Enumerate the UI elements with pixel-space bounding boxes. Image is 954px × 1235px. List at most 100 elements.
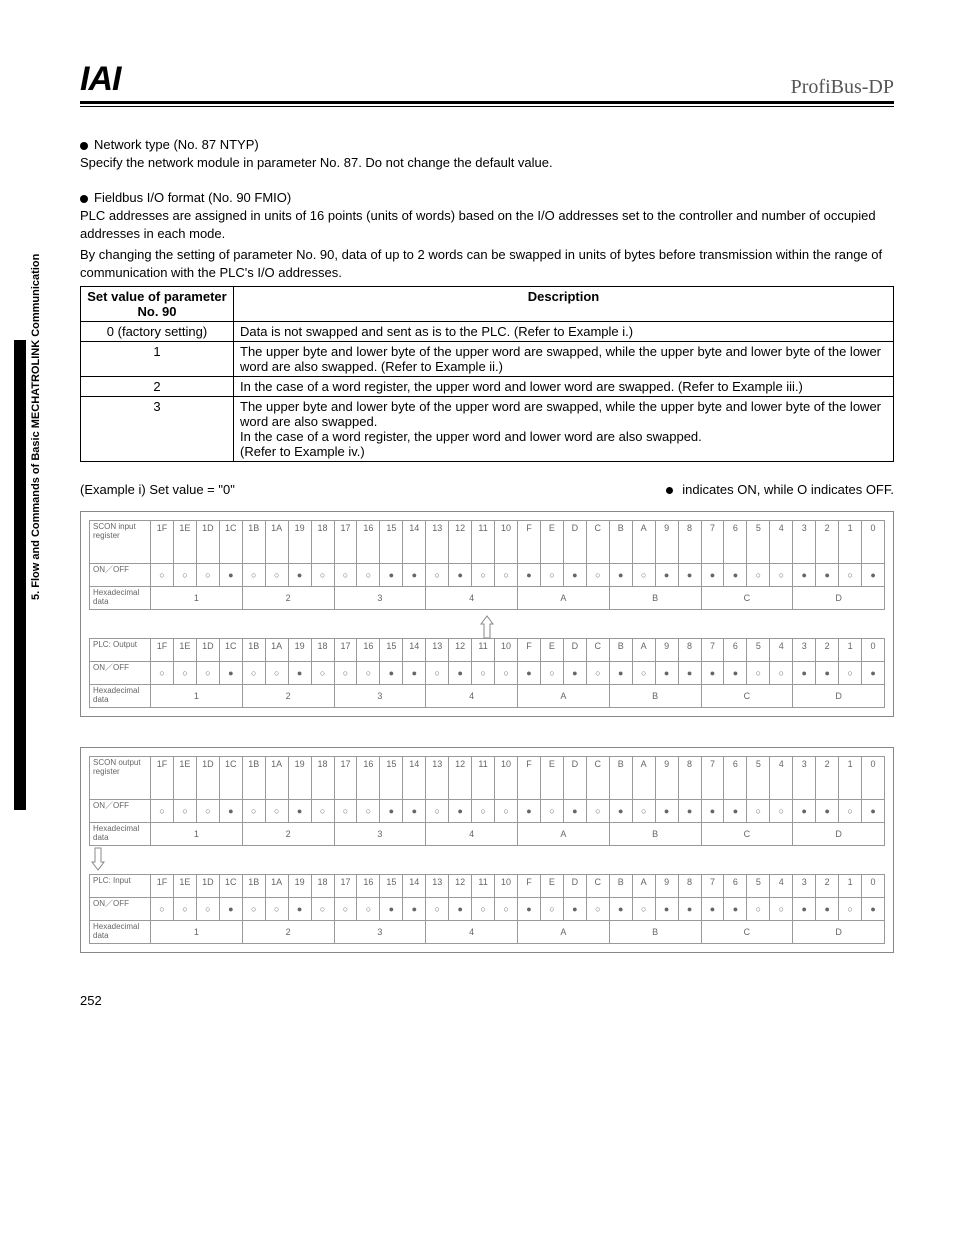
bit-header-cell: B bbox=[609, 756, 632, 799]
bit-state-cell: ○ bbox=[472, 897, 495, 920]
bit-state-cell: ● bbox=[609, 563, 632, 586]
page-number: 252 bbox=[80, 993, 894, 1008]
hex-group-cell: 4 bbox=[426, 920, 518, 943]
bit-row-label: Hexadecimal data bbox=[90, 822, 151, 845]
bit-state-cell: ○ bbox=[632, 563, 655, 586]
bit-state-cell: ○ bbox=[839, 897, 862, 920]
bit-state-cell: ● bbox=[403, 897, 426, 920]
bit-state-cell: ● bbox=[793, 661, 816, 684]
bit-header-cell: 6 bbox=[724, 520, 747, 563]
on-icon bbox=[666, 487, 673, 494]
bit-state-cell: ● bbox=[563, 897, 586, 920]
bit-state-cell: ● bbox=[449, 799, 472, 822]
bit-state-cell: ● bbox=[449, 897, 472, 920]
bit-header-cell: 15 bbox=[380, 756, 403, 799]
bit-header-cell: 8 bbox=[678, 520, 701, 563]
arrow-down-icon bbox=[89, 846, 885, 872]
bit-header-cell: 8 bbox=[678, 638, 701, 661]
bit-header-cell: 17 bbox=[334, 874, 357, 897]
bit-header-cell: 11 bbox=[472, 638, 495, 661]
bit-state-cell: ○ bbox=[357, 661, 380, 684]
table-cell: Data is not swapped and sent as is to th… bbox=[234, 321, 894, 341]
bit-row-label: ON／OFF bbox=[90, 897, 151, 920]
hex-group-cell: A bbox=[518, 920, 610, 943]
hex-group-cell: D bbox=[793, 684, 885, 707]
bit-state-cell: ● bbox=[701, 661, 724, 684]
hex-group-cell: C bbox=[701, 920, 793, 943]
bit-header-cell: E bbox=[540, 756, 563, 799]
header-rule bbox=[80, 106, 894, 107]
bit-state-cell: ● bbox=[655, 897, 678, 920]
bit-state-cell: ● bbox=[793, 897, 816, 920]
bit-header-cell: 18 bbox=[311, 520, 334, 563]
bit-header-cell: C bbox=[586, 756, 609, 799]
bit-header-cell: 1C bbox=[219, 874, 242, 897]
bit-state-cell: ○ bbox=[632, 799, 655, 822]
bit-state-cell: ○ bbox=[495, 897, 518, 920]
hex-group-cell: A bbox=[518, 684, 610, 707]
bit-state-cell: ○ bbox=[357, 799, 380, 822]
bit-header-cell: 5 bbox=[747, 520, 770, 563]
bit-header-cell: 14 bbox=[403, 520, 426, 563]
bit-state-cell: ● bbox=[380, 897, 403, 920]
hex-group-cell: 1 bbox=[151, 822, 243, 845]
bit-state-cell: ○ bbox=[495, 563, 518, 586]
bit-state-cell: ● bbox=[518, 897, 541, 920]
bit-state-cell: ● bbox=[563, 661, 586, 684]
bit-state-cell: ● bbox=[678, 897, 701, 920]
bit-table-4: PLC: Input1F1E1D1C1B1A191817161514131211… bbox=[89, 874, 885, 944]
hex-group-cell: 4 bbox=[426, 586, 518, 609]
bit-state-cell: ○ bbox=[242, 799, 265, 822]
bit-state-cell: ○ bbox=[311, 661, 334, 684]
bit-state-cell: ● bbox=[701, 799, 724, 822]
bit-state-cell: ● bbox=[288, 563, 311, 586]
table-cell: 3 bbox=[81, 396, 234, 461]
bit-header-cell: 1 bbox=[839, 756, 862, 799]
bit-header-cell: 1E bbox=[173, 638, 196, 661]
bit-header-cell: 1B bbox=[242, 756, 265, 799]
bit-state-cell: ● bbox=[862, 563, 885, 586]
bit-header-cell: F bbox=[518, 638, 541, 661]
bit-state-cell: ○ bbox=[265, 563, 288, 586]
bit-header-cell: 17 bbox=[334, 638, 357, 661]
example-right-text: indicates ON, while O indicates OFF. bbox=[682, 482, 894, 497]
bit-block-2: SCON output register1F1E1D1C1B1A19181716… bbox=[80, 747, 894, 953]
bit-header-cell: 1D bbox=[196, 520, 219, 563]
bit-row-label: SCON output register bbox=[90, 756, 151, 799]
bit-state-cell: ○ bbox=[151, 799, 174, 822]
section2-title: Fieldbus I/O format (No. 90 FMIO) bbox=[94, 190, 291, 205]
bit-state-cell: ● bbox=[609, 661, 632, 684]
bit-header-cell: A bbox=[632, 756, 655, 799]
bit-state-cell: ○ bbox=[540, 661, 563, 684]
bit-header-cell: F bbox=[518, 756, 541, 799]
bit-state-cell: ● bbox=[403, 661, 426, 684]
bit-state-cell: ○ bbox=[173, 563, 196, 586]
bit-state-cell: ● bbox=[701, 897, 724, 920]
bit-state-cell: ● bbox=[678, 799, 701, 822]
bit-header-cell: 15 bbox=[380, 638, 403, 661]
bit-state-cell: ● bbox=[219, 661, 242, 684]
bit-header-cell: 6 bbox=[724, 756, 747, 799]
hex-group-cell: 3 bbox=[334, 586, 426, 609]
side-label: 5. Flow and Commands of Basic MECHATROLI… bbox=[30, 254, 42, 600]
bit-state-cell: ○ bbox=[334, 897, 357, 920]
bit-state-cell: ○ bbox=[586, 897, 609, 920]
hex-group-cell: 3 bbox=[334, 684, 426, 707]
bit-header-cell: 6 bbox=[724, 638, 747, 661]
bit-header-cell: 19 bbox=[288, 874, 311, 897]
bit-header-cell: 14 bbox=[403, 756, 426, 799]
bit-state-cell: ○ bbox=[311, 563, 334, 586]
bit-state-cell: ● bbox=[655, 799, 678, 822]
bit-header-cell: 1 bbox=[839, 520, 862, 563]
bit-state-cell: ● bbox=[219, 799, 242, 822]
hex-group-cell: B bbox=[609, 684, 701, 707]
bit-header-cell: 7 bbox=[701, 756, 724, 799]
bit-state-cell: ○ bbox=[334, 563, 357, 586]
bit-header-cell: 17 bbox=[334, 756, 357, 799]
bit-header-cell: C bbox=[586, 638, 609, 661]
bit-header-cell: 13 bbox=[426, 520, 449, 563]
bit-state-cell: ● bbox=[403, 799, 426, 822]
bit-header-cell: 5 bbox=[747, 874, 770, 897]
bit-state-cell: ○ bbox=[540, 897, 563, 920]
bit-state-cell: ○ bbox=[426, 799, 449, 822]
